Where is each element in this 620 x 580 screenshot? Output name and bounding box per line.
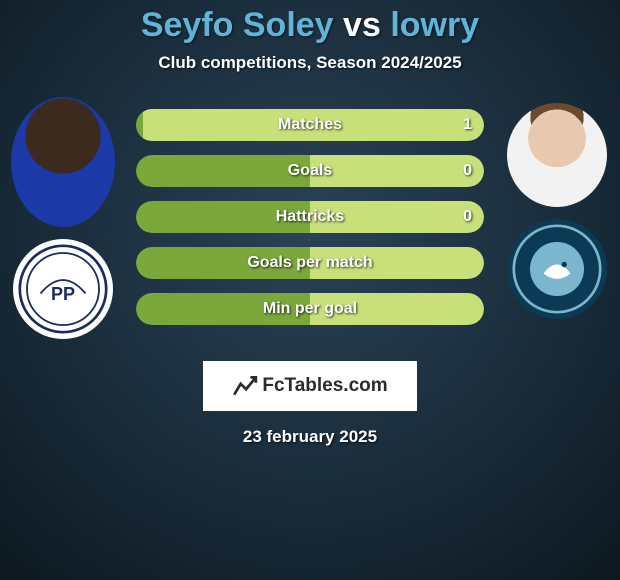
chart-icon	[232, 373, 258, 399]
right-column	[502, 103, 612, 319]
player1-avatar	[11, 97, 115, 227]
bar-value-right: 0	[463, 201, 472, 233]
site-name: FcTables.com	[262, 375, 387, 397]
player2-avatar	[507, 103, 607, 207]
bar-label: Hattricks	[136, 201, 484, 233]
crest-icon: PP	[18, 244, 108, 334]
page-title: Seyfo Soley vs lowry	[0, 6, 620, 45]
stat-bar-row: Goals per match	[136, 247, 484, 279]
stat-bar-row: Min per goal	[136, 293, 484, 325]
date-label: 23 february 2025	[0, 427, 620, 447]
stat-bar-row: Hattricks0	[136, 201, 484, 233]
bar-label: Goals	[136, 155, 484, 187]
left-column: PP	[8, 103, 118, 339]
stat-bar-row: Goals0	[136, 155, 484, 187]
stat-bars: Matches1Goals0Hattricks0Goals per matchM…	[136, 103, 484, 325]
crest-icon	[512, 224, 602, 314]
bar-label: Matches	[136, 109, 484, 141]
bar-label: Min per goal	[136, 293, 484, 325]
bar-label: Goals per match	[136, 247, 484, 279]
player1-name: Seyfo Soley	[141, 6, 334, 44]
site-branding: FcTables.com	[203, 361, 417, 411]
bar-value-right: 1	[463, 109, 472, 141]
vs-label: vs	[343, 6, 381, 44]
stat-bar-row: Matches1	[136, 109, 484, 141]
comparison-panel: PP Matches1Goals0Hattricks0Goals per mat…	[0, 103, 620, 339]
subtitle: Club competitions, Season 2024/2025	[0, 53, 620, 73]
player1-club-crest: PP	[13, 239, 113, 339]
player2-club-crest	[507, 219, 607, 319]
player2-name: lowry	[390, 6, 479, 44]
bar-value-right: 0	[463, 155, 472, 187]
svg-text:PP: PP	[51, 284, 75, 304]
